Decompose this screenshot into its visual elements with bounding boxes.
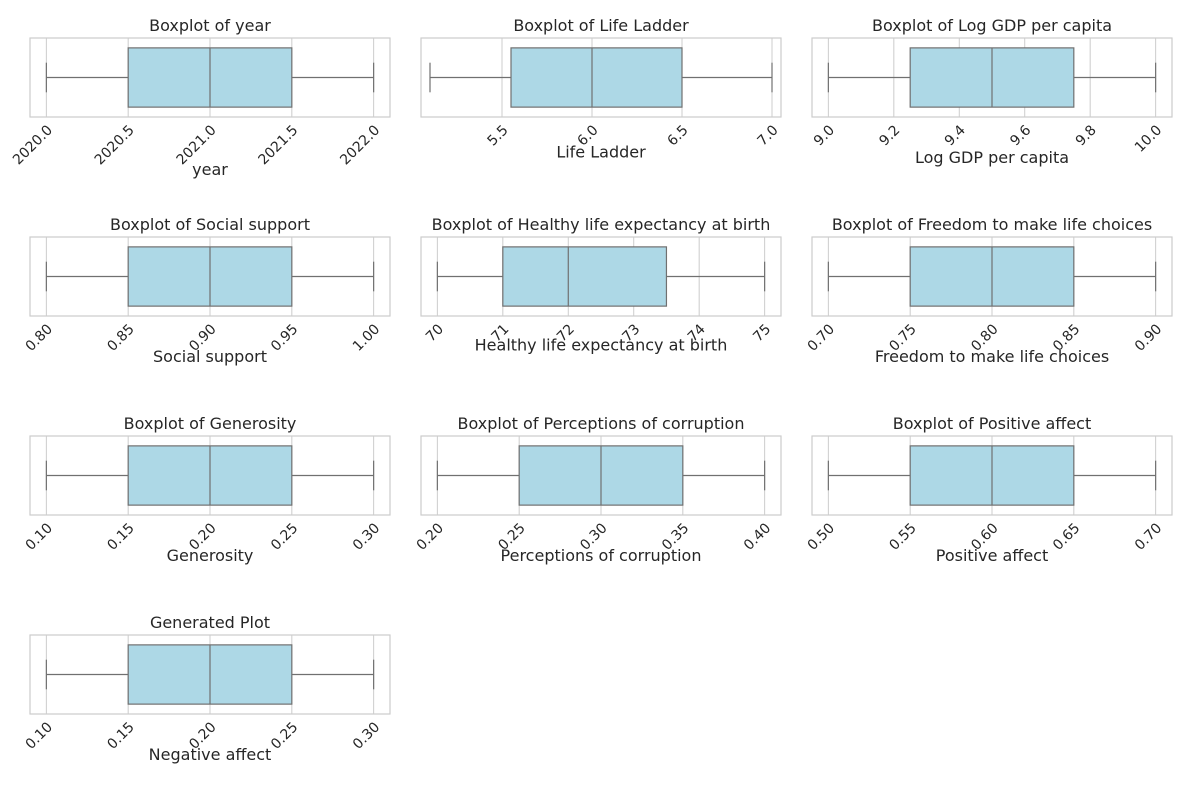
- tick-label-1: 0.70: [805, 321, 838, 354]
- axes-frame: [29, 634, 391, 715]
- tick-label-1: 0.80: [23, 321, 56, 354]
- axes-frame: [29, 236, 391, 317]
- subplot-3: Boxplot of Log GDP per capita 9.0 9.2 9.4 9.…: [811, 16, 1173, 167]
- subplot-8: Boxplot of Perceptions of corruption 0.20…: [414, 414, 782, 565]
- tick-label-4: 0.25: [268, 520, 301, 553]
- x-axis-label: Positive affect: [936, 546, 1049, 565]
- subplot-title: Boxplot of Social support: [110, 215, 310, 234]
- tick-label-4: 7.0: [755, 122, 782, 149]
- x-axis-label: Life Ladder: [556, 142, 646, 161]
- box: [502, 246, 668, 307]
- axes-frame: [420, 435, 782, 516]
- axes-frame: [29, 37, 391, 118]
- box: [510, 47, 683, 108]
- tick-label-6: 10.0: [1132, 122, 1165, 155]
- tick-label-5: 0.90: [1132, 321, 1165, 354]
- subplot-title: Boxplot of Perceptions of corruption: [458, 414, 745, 433]
- x-axis-label: Perceptions of corruption: [501, 546, 702, 565]
- tick-label-5: 0.70: [1132, 520, 1165, 553]
- subplot-5: Boxplot of Healthy life expectancy at bi…: [420, 215, 782, 355]
- tick-label-6: 75: [750, 321, 774, 345]
- subplot-title: Generated Plot: [150, 613, 270, 632]
- x-axis-label: Social support: [153, 347, 267, 366]
- subplot-6: Boxplot of Freedom to make life choices 0…: [805, 215, 1173, 366]
- subplot-title: Boxplot of Positive affect: [893, 414, 1092, 433]
- tick-label-2: 0.15: [104, 520, 137, 553]
- x-axis-label: Negative affect: [149, 745, 272, 764]
- axes-frame: [29, 435, 391, 516]
- tick-label-1: 5.5: [485, 122, 512, 149]
- x-axis-label: year: [192, 160, 228, 179]
- tick-label-5: 1.00: [350, 321, 383, 354]
- tick-label-4: 0.95: [268, 321, 301, 354]
- tick-label-1: 0.20: [414, 520, 447, 553]
- tick-label-5: 0.40: [741, 520, 774, 553]
- tick-label-4: 0.65: [1050, 520, 1083, 553]
- tick-label-2: 9.2: [876, 122, 903, 149]
- subplot-title: Boxplot of Life Ladder: [513, 16, 689, 35]
- tick-label-4: 9.6: [1007, 122, 1034, 149]
- subplot-title: Boxplot of Freedom to make life choices: [832, 215, 1152, 234]
- tick-label-1: 70: [423, 321, 447, 345]
- tick-label-4: 0.25: [268, 719, 301, 752]
- tick-label-1: 0.10: [23, 520, 56, 553]
- tick-label-1: 2020.0: [10, 122, 56, 168]
- axes-frame: [811, 37, 1173, 118]
- tick-label-4: 2021.5: [255, 122, 301, 168]
- x-axis-label: Log GDP per capita: [915, 148, 1069, 167]
- tick-label-2: 0.55: [886, 520, 919, 553]
- subplot-title: Boxplot of Log GDP per capita: [872, 16, 1112, 35]
- axes-frame: [420, 37, 782, 118]
- tick-label-5: 0.30: [350, 719, 383, 752]
- subplot-title: Boxplot of Generosity: [124, 414, 297, 433]
- axes-frame: [420, 236, 782, 317]
- tick-label-2: 2020.5: [92, 122, 138, 168]
- tick-label-2: 0.85: [104, 321, 137, 354]
- tick-label-5: 9.8: [1073, 122, 1100, 149]
- tick-label-2: 0.15: [104, 719, 137, 752]
- tick-label-3: 6.5: [665, 122, 692, 149]
- tick-label-5: 2022.0: [337, 122, 383, 168]
- subplot-title: Boxplot of Healthy life expectancy at bi…: [432, 215, 771, 234]
- tick-label-1: 0.10: [23, 719, 56, 752]
- x-axis-label: Generosity: [167, 546, 254, 565]
- x-axis-label: Healthy life expectancy at birth: [475, 336, 728, 355]
- tick-label-5: 0.30: [350, 520, 383, 553]
- tick-label-1: 9.0: [811, 122, 838, 149]
- axes-frame: [811, 435, 1173, 516]
- subplot-title: Boxplot of year: [149, 16, 271, 35]
- tick-label-1: 0.50: [805, 520, 838, 553]
- axes-frame: [811, 236, 1173, 317]
- tick-label-3: 9.4: [942, 122, 969, 149]
- x-axis-label: Freedom to make life choices: [875, 347, 1109, 366]
